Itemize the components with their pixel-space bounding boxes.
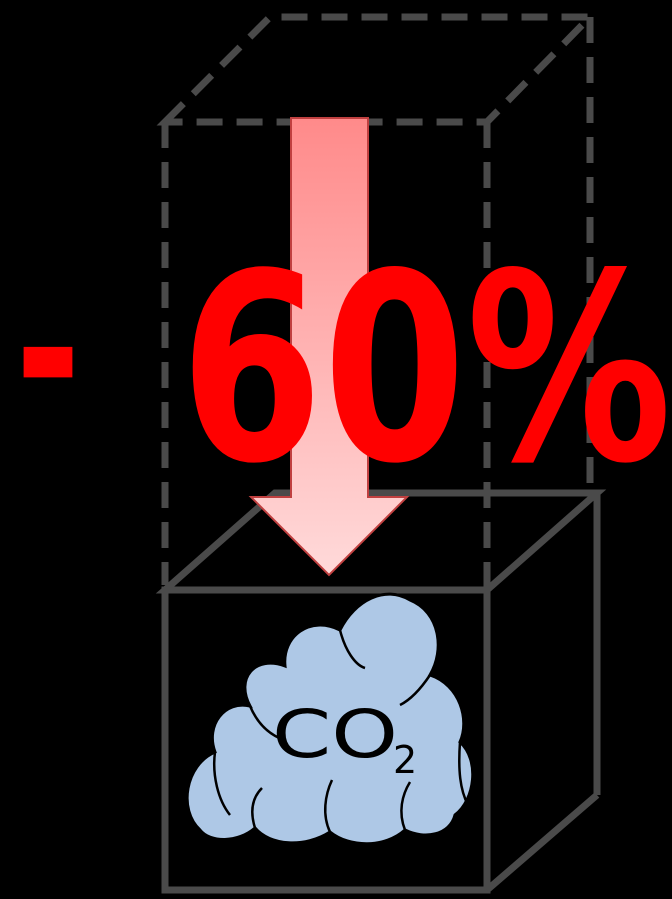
reduced-volume-box: [155, 489, 607, 894]
co2-cloud-icon: [185, 592, 475, 846]
co2-label: CO: [272, 696, 398, 773]
reduction-percent: 60%: [180, 219, 672, 521]
co2-subscript: 2: [393, 738, 417, 782]
reduction-label: - 60%: [15, 219, 672, 521]
original-volume-box: [156, 13, 599, 885]
minus-sign: -: [15, 224, 81, 475]
arrow-down-icon: [248, 117, 410, 577]
